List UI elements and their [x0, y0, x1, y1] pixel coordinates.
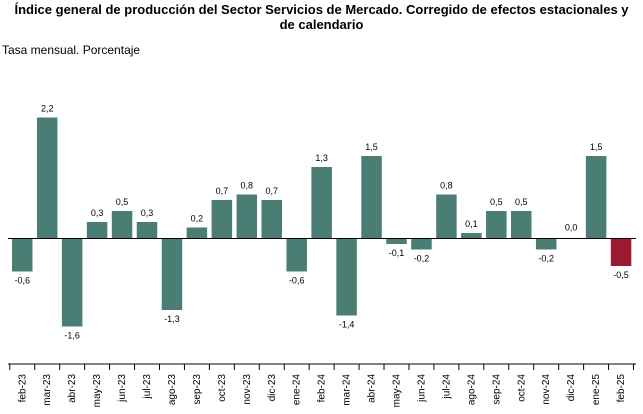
x-tick-label-ago-24: ago-24	[466, 374, 477, 406]
bar-feb-23	[12, 238, 33, 272]
chart-title: Índice general de producción del Sector …	[0, 2, 643, 32]
data-label-mar-23: 2,2	[41, 104, 54, 114]
data-label-nov-23: 0,8	[241, 181, 254, 191]
data-label-ago-24: 0,1	[465, 219, 478, 229]
data-label-mar-24: -1,4	[339, 320, 355, 330]
bar-mar-24	[336, 238, 357, 316]
x-tick-label-may-24: may-24	[392, 374, 403, 408]
bar-jul-24	[436, 194, 457, 239]
data-label-ene-25: 1,5	[590, 142, 603, 152]
data-label-dic-23: 0,7	[265, 186, 278, 196]
x-tick-label-dic-23: dic-23	[267, 374, 278, 402]
data-label-oct-24: 0,5	[515, 197, 528, 207]
x-tick-label-mar-24: mar-24	[342, 374, 353, 406]
x-tick-label-sep-23: sep-23	[192, 374, 203, 405]
data-label-sep-23: 0,2	[191, 214, 204, 224]
bar-abr-23	[61, 238, 83, 327]
bar-ago-23	[161, 238, 183, 310]
x-tick-label-sep-24: sep-24	[491, 374, 502, 405]
bar-nov-23	[236, 194, 258, 239]
bar-jul-23	[136, 222, 158, 239]
data-label-feb-25: -0,5	[613, 270, 629, 280]
x-tick-label-jun-23: jun-23	[117, 374, 128, 403]
x-tick-label-abr-23: abr-23	[67, 374, 78, 403]
data-label-jun-23: 0,5	[116, 197, 129, 207]
x-tick-label-may-23: may-23	[92, 374, 103, 408]
data-label-jun-24: -0,2	[414, 254, 430, 264]
data-label-abr-23: -1,6	[64, 331, 80, 341]
x-tick-label-jun-24: jun-24	[416, 374, 427, 403]
chart-title-line1: Índice general de producción del Sector …	[14, 2, 629, 17]
x-tick-label-feb-24: feb-24	[317, 374, 328, 403]
bar-may-24	[386, 238, 407, 244]
bar-feb-24	[311, 167, 332, 239]
data-label-may-24: -0,1	[389, 248, 405, 258]
x-tick-label-oct-24: oct-24	[516, 374, 527, 402]
data-label-ene-24: -0,6	[289, 276, 305, 286]
bar-abr-24	[361, 156, 382, 239]
data-label-abr-24: 1,5	[365, 142, 378, 152]
bar-oct-24	[511, 211, 532, 239]
x-tick-label-dic-24: dic-24	[566, 374, 577, 402]
x-tick-label-ene-25: ene-25	[591, 374, 602, 406]
data-label-feb-24: 1,3	[315, 153, 328, 163]
x-tick-label-ene-24: ene-24	[292, 374, 303, 406]
data-label-may-23: 0,3	[91, 208, 104, 218]
bar-jun-23	[111, 211, 133, 239]
data-label-ago-23: -1,3	[164, 314, 180, 324]
x-tick-label-mar-23: mar-23	[42, 374, 53, 406]
x-tick-label-abr-24: abr-24	[367, 374, 378, 403]
data-label-sep-24: 0,5	[490, 197, 503, 207]
x-tick-label-jul-23: jul-23	[142, 374, 153, 400]
bar-dic-23	[261, 200, 282, 239]
chart-subtitle: Tasa mensual. Porcentaje	[2, 43, 141, 57]
bar-mar-23	[36, 117, 58, 239]
bar-may-23	[86, 222, 108, 239]
x-tick-label-feb-25: feb-25	[616, 374, 627, 403]
bar-sep-23	[186, 227, 208, 239]
bar-sep-24	[486, 211, 507, 239]
x-tick-label-nov-23: nov-23	[242, 374, 253, 405]
data-label-jul-24: 0,8	[440, 181, 453, 191]
x-tick-label-ago-23: ago-23	[167, 374, 178, 406]
data-label-dic-24: 0,0	[565, 223, 578, 233]
data-label-feb-23: -0,6	[14, 276, 30, 286]
x-tick-label-nov-24: nov-24	[541, 374, 552, 405]
bar-nov-24	[535, 238, 557, 250]
data-label-oct-23: 0,7	[216, 186, 229, 196]
x-tick-label-oct-23: oct-23	[217, 374, 228, 402]
data-label-nov-24: -0,2	[538, 254, 554, 264]
bar-oct-23	[211, 200, 233, 239]
x-tick-label-feb-23: feb-23	[17, 374, 28, 403]
bar-ene-25	[585, 156, 607, 239]
bar-jun-24	[411, 238, 432, 250]
data-label-jul-23: 0,3	[141, 208, 154, 218]
bar-feb-25	[610, 238, 632, 266]
chart-title-line2: de calendario	[279, 17, 364, 32]
x-tick-label-jul-24: jul-24	[441, 374, 452, 400]
bar-ago-24	[461, 233, 482, 239]
bar-ene-24	[286, 238, 307, 272]
